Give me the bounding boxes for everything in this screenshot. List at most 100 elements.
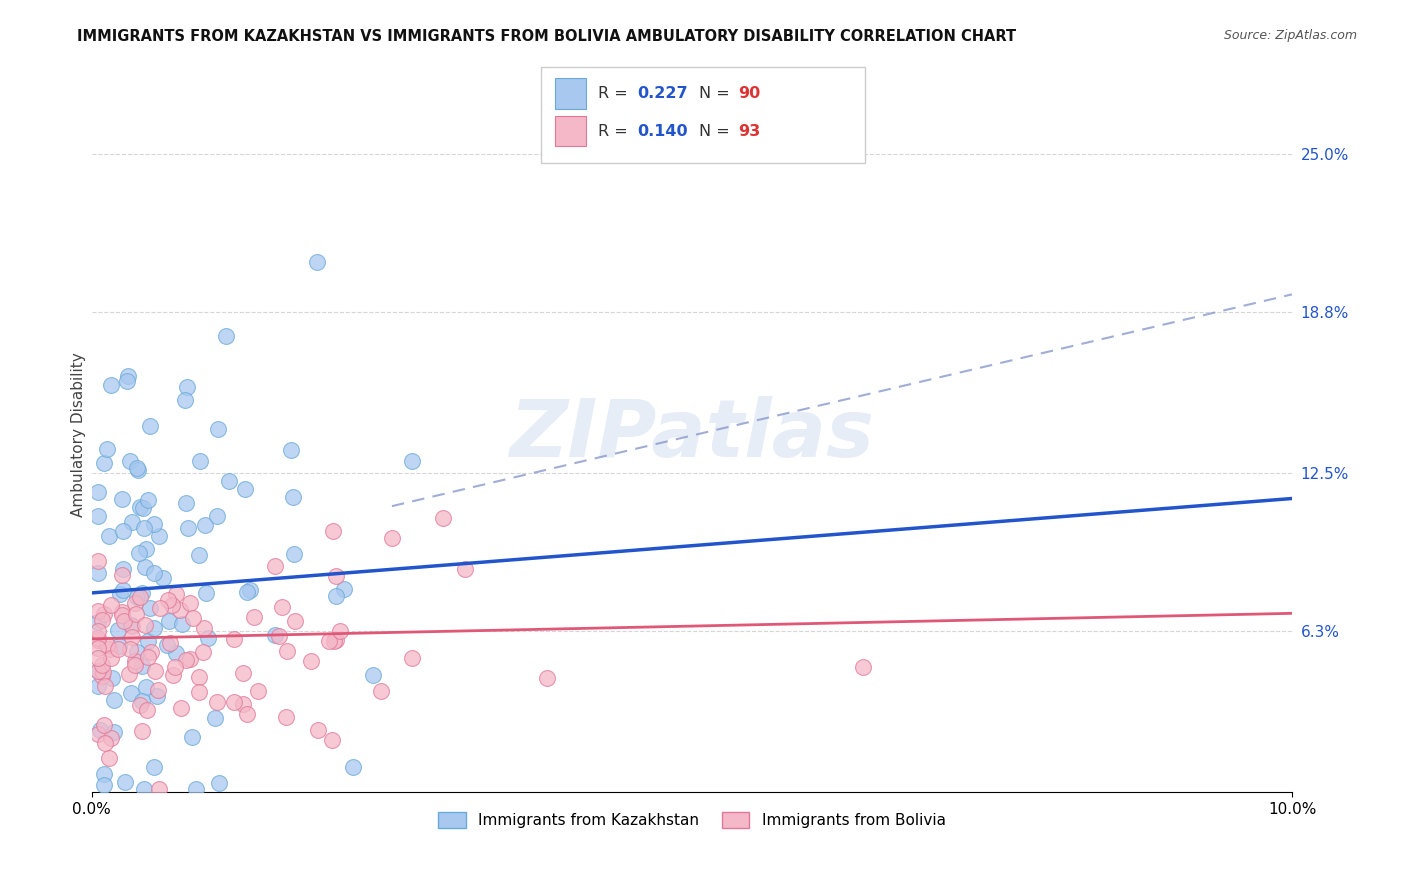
Point xyxy=(87,632,110,646)
Point xyxy=(134,559,156,574)
Point xyxy=(264,628,287,642)
Point xyxy=(91,614,114,628)
Point xyxy=(187,548,209,562)
Point xyxy=(100,599,122,613)
Point xyxy=(224,695,246,709)
Point xyxy=(118,641,141,656)
Point xyxy=(131,659,153,673)
Point xyxy=(188,454,211,468)
Point xyxy=(87,679,110,693)
Point xyxy=(325,589,347,603)
Point xyxy=(131,693,153,707)
Point xyxy=(125,461,148,475)
Point xyxy=(177,521,200,535)
Point xyxy=(138,634,160,648)
Point xyxy=(132,501,155,516)
Point xyxy=(111,524,134,539)
Point xyxy=(283,547,305,561)
Point xyxy=(267,629,290,643)
Text: IMMIGRANTS FROM KAZAKHSTAN VS IMMIGRANTS FROM BOLIVIA AMBULATORY DISABILITY CORR: IMMIGRANTS FROM KAZAKHSTAN VS IMMIGRANTS… xyxy=(77,29,1017,44)
Point xyxy=(325,568,347,582)
Point xyxy=(176,380,198,394)
Point xyxy=(111,605,134,619)
Point xyxy=(107,641,129,656)
Point xyxy=(89,723,111,738)
Point xyxy=(165,660,187,674)
Point xyxy=(264,558,287,573)
Point xyxy=(139,418,162,433)
Point xyxy=(143,516,166,531)
Point xyxy=(115,374,138,388)
Point xyxy=(98,750,121,764)
Point xyxy=(236,706,259,721)
Point xyxy=(184,782,207,797)
Point xyxy=(117,369,139,384)
Point xyxy=(91,665,114,679)
Point xyxy=(432,510,454,524)
Point xyxy=(174,496,197,510)
Point xyxy=(93,767,115,781)
Y-axis label: Ambulatory Disability: Ambulatory Disability xyxy=(72,352,86,517)
Point xyxy=(124,654,146,668)
Point xyxy=(91,658,114,673)
Point xyxy=(270,599,292,614)
Point xyxy=(180,730,202,744)
Point xyxy=(93,457,115,471)
Point xyxy=(145,689,167,703)
Point xyxy=(103,724,125,739)
Text: 93: 93 xyxy=(738,124,761,138)
Point xyxy=(169,603,191,617)
Point xyxy=(165,587,187,601)
Point xyxy=(193,645,215,659)
Point xyxy=(274,710,297,724)
Point xyxy=(243,610,266,624)
Point xyxy=(194,586,217,600)
Point xyxy=(160,598,183,612)
Point xyxy=(129,698,152,713)
Text: R =: R = xyxy=(598,87,633,101)
Point xyxy=(114,775,136,789)
Point xyxy=(107,623,129,637)
Point xyxy=(233,482,256,496)
Point xyxy=(536,671,558,685)
Point xyxy=(124,658,146,673)
Point xyxy=(299,655,322,669)
Point xyxy=(87,603,110,617)
Point xyxy=(157,614,180,628)
Point xyxy=(208,776,231,790)
Point xyxy=(205,694,228,708)
Point xyxy=(283,615,305,629)
Point xyxy=(197,631,219,645)
Point xyxy=(136,650,159,665)
Point xyxy=(135,541,157,556)
Point xyxy=(156,638,179,652)
Legend: Immigrants from Kazakhstan, Immigrants from Bolivia: Immigrants from Kazakhstan, Immigrants f… xyxy=(432,806,952,834)
Text: 0.140: 0.140 xyxy=(637,124,688,138)
Point xyxy=(127,463,149,477)
Point xyxy=(370,683,392,698)
Point xyxy=(145,664,167,678)
Point xyxy=(97,642,120,657)
Point xyxy=(194,517,217,532)
Point xyxy=(276,644,298,658)
Point xyxy=(111,567,134,582)
Point xyxy=(112,614,135,628)
Point xyxy=(121,630,143,644)
Point xyxy=(187,685,209,699)
Point xyxy=(235,585,257,599)
Point xyxy=(87,641,110,656)
Point xyxy=(100,650,122,665)
Point xyxy=(128,546,150,560)
Point xyxy=(96,638,118,652)
Point xyxy=(183,611,205,625)
Point xyxy=(111,608,134,623)
Point xyxy=(87,509,110,524)
Point xyxy=(120,618,142,632)
Point xyxy=(100,377,122,392)
Point xyxy=(120,453,142,467)
Point xyxy=(162,667,184,681)
Point xyxy=(87,727,110,741)
Point xyxy=(120,686,142,700)
Point xyxy=(342,760,364,774)
Point xyxy=(401,651,423,665)
